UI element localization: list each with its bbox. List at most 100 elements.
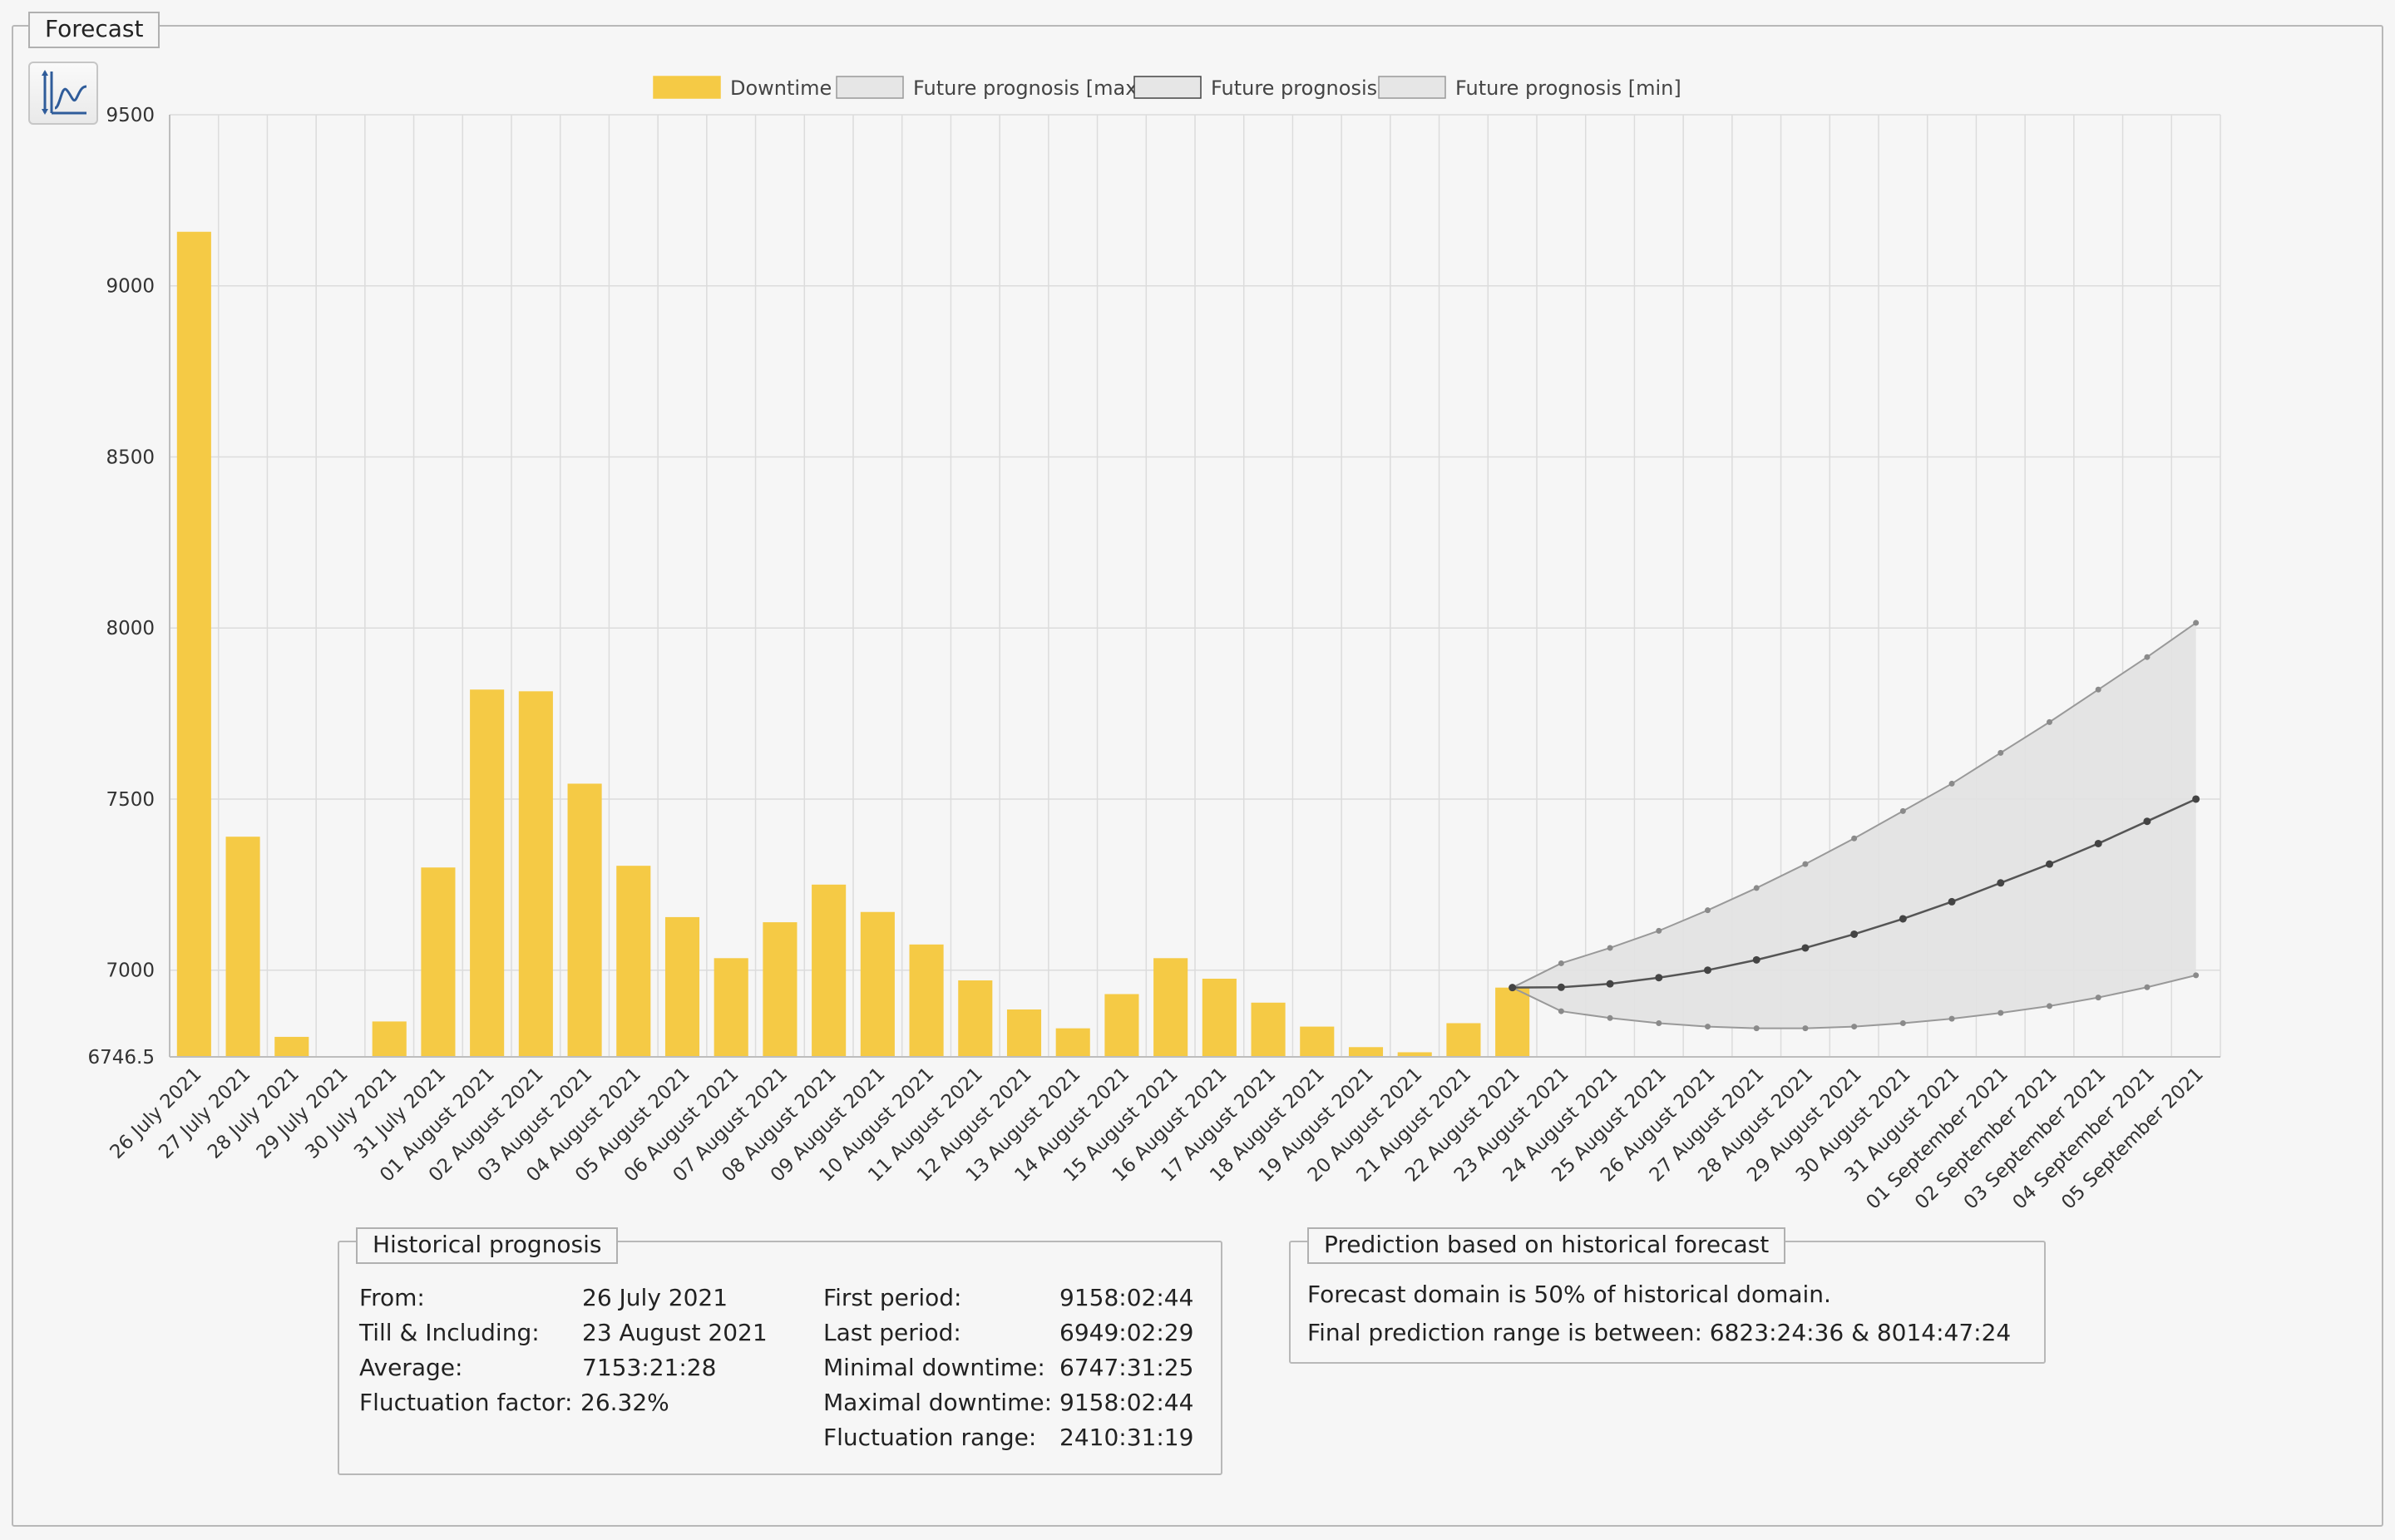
prognosis-point[interactable] [1509,984,1517,992]
y-tick-label: 6746.5 [88,1047,155,1069]
legend-swatch[interactable] [1378,76,1446,99]
downtime-bar[interactable] [1300,1026,1335,1057]
downtime-bar[interactable] [1446,1023,1481,1057]
prognosis-point[interactable] [1607,1014,1613,1021]
prognosis-point[interactable] [1948,1015,1955,1022]
historical-left-labels: From: Till & Including: Average: Fluctua… [359,1281,572,1420]
value-till: 23 August 2021 [582,1319,768,1346]
prognosis-point[interactable] [1997,879,2005,887]
value-average: 7153:21:28 [582,1354,717,1381]
y-tick-label: 8000 [106,618,155,639]
downtime-bar[interactable] [616,866,651,1057]
prognosis-point[interactable] [1899,1019,1906,1026]
prognosis-point[interactable] [1704,966,1711,975]
forecast-panel [12,25,2383,1527]
downtime-bar[interactable] [812,884,847,1057]
prognosis-point[interactable] [2193,972,2200,979]
prognosis-point[interactable] [2047,1003,2052,1009]
prognosis-point[interactable] [1997,749,2004,756]
prognosis-point[interactable] [1558,960,1564,966]
downtime-bar[interactable] [1006,1009,1042,1057]
downtime-bar[interactable] [1495,987,1530,1057]
legend-label[interactable]: Future prognosis [max] [913,77,1145,100]
downtime-bar[interactable] [225,837,260,1057]
legend-swatch[interactable] [653,76,721,99]
prognosis-point[interactable] [2095,686,2101,693]
historical-prognosis-title: Historical prognosis [356,1227,619,1264]
prognosis-point[interactable] [2193,619,2200,626]
downtime-bar[interactable] [421,867,456,1057]
downtime-bar[interactable] [176,231,211,1058]
prognosis-point[interactable] [1802,1025,1809,1032]
value-minimal-downtime: 6747:31:25 [1059,1354,1194,1381]
downtime-bar[interactable] [372,1021,407,1057]
downtime-bar[interactable] [909,944,944,1057]
prognosis-point[interactable] [2046,860,2053,868]
prognosis-point[interactable] [2094,839,2102,847]
prognosis-point[interactable] [1558,1008,1564,1014]
downtime-bar[interactable] [763,922,798,1057]
prognosis-point[interactable] [1899,915,1907,923]
prognosis-point[interactable] [2143,817,2151,826]
label-minimal-downtime: Minimal downtime: [823,1354,1045,1381]
prognosis-point[interactable] [1899,807,1906,814]
legend-swatch[interactable] [836,76,904,99]
prognosis-point[interactable] [1607,945,1613,951]
prognosis-point[interactable] [1705,1024,1711,1030]
y-tick-label: 8500 [106,447,155,468]
prognosis-point[interactable] [2144,654,2151,660]
downtime-bar[interactable] [518,691,553,1057]
prognosis-point[interactable] [1851,1024,1858,1030]
chart-line-icon [42,70,87,115]
y-tick-label: 7000 [106,960,155,982]
legend-label[interactable]: Future prognosis [1211,77,1377,100]
prognosis-point[interactable] [2144,984,2151,990]
prognosis-point[interactable] [1656,927,1662,934]
prognosis-point[interactable] [1557,983,1565,991]
downtime-bars [176,231,1530,1058]
prognosis-point[interactable] [1753,1025,1760,1032]
chart-type-toggle-button[interactable] [28,62,98,125]
downtime-bar[interactable] [274,1036,309,1057]
downtime-bar[interactable] [1104,994,1139,1057]
prognosis-point[interactable] [1655,974,1663,982]
prognosis-point[interactable] [1753,885,1760,891]
legend-swatch[interactable] [1133,76,1202,99]
downtime-bar[interactable] [1348,1047,1384,1057]
downtime-bar[interactable] [1153,958,1188,1057]
prognosis-point[interactable] [1705,907,1711,914]
downtime-bar[interactable] [1202,978,1237,1057]
prognosis-point[interactable] [1752,955,1760,964]
downtime-bar[interactable] [470,689,505,1057]
downtime-bar[interactable] [714,958,748,1057]
prognosis-point[interactable] [1801,944,1810,952]
downtime-bar[interactable] [860,911,895,1057]
prognosis-point[interactable] [2095,995,2101,1001]
downtime-bar[interactable] [1251,1002,1286,1057]
legend-label[interactable]: Downtime [730,77,832,100]
prognosis-point[interactable] [1948,780,1955,787]
value-last-period: 6949:02:29 [1059,1319,1194,1346]
historical-right-values: 9158:02:44 6949:02:29 6747:31:25 9158:02… [1059,1281,1193,1455]
prognosis-point[interactable] [1997,1009,2004,1016]
prognosis-point[interactable] [1802,861,1809,867]
prognosis-point[interactable] [2047,718,2052,725]
historical-right-labels: First period: Last period: Minimal downt… [823,1281,1052,1455]
legend-label[interactable]: Future prognosis [min] [1455,77,1681,100]
prognosis-point[interactable] [1850,930,1859,938]
downtime-bar[interactable] [567,783,602,1057]
downtime-bar[interactable] [1397,1052,1432,1057]
prediction-title: Prediction based on historical forecast [1307,1227,1786,1264]
downtime-bar[interactable] [664,916,700,1057]
prediction-range-line: Final prediction range is between: 6823:… [1307,1319,2012,1346]
prognosis-point[interactable] [2192,795,2200,803]
prognosis-point[interactable] [1948,897,1956,906]
downtime-bar[interactable] [958,980,993,1057]
prognosis-range-area [1512,623,2196,1029]
prognosis-point[interactable] [1606,980,1614,988]
prognosis-band [1512,623,2196,1029]
prognosis-point[interactable] [1656,1019,1662,1026]
prognosis-point[interactable] [1851,835,1858,842]
downtime-bar[interactable] [1055,1028,1090,1057]
